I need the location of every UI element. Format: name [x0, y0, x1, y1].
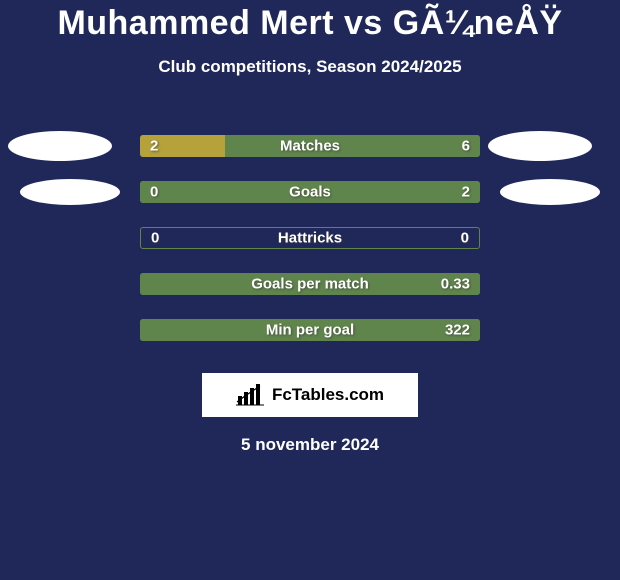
- stat-bar-fill-right: [140, 273, 480, 295]
- page-subtitle: Club competitions, Season 2024/2025: [0, 57, 620, 77]
- stat-row: 0.33Goals per match: [0, 261, 620, 307]
- comparison-chart: 26Matches 02Goals 0 0 Hattricks 0.33Goals per…: [0, 123, 620, 353]
- stat-bar-fill-right: [140, 319, 480, 341]
- stat-bar-fill-right: [225, 135, 480, 157]
- stat-bar: 322Min per goal: [140, 319, 480, 341]
- stat-row: 26Matches: [0, 123, 620, 169]
- stat-bar-fill-right: [140, 181, 480, 203]
- stat-bar: 02Goals: [140, 181, 480, 203]
- comparison-card: Muhammed Mert vs GÃ¼neÅŸ Club competitio…: [0, 0, 620, 580]
- stat-row: 0 0 Hattricks: [0, 215, 620, 261]
- player-ellipse-right: [500, 179, 600, 205]
- stat-row: 322Min per goal: [0, 307, 620, 353]
- player-ellipse-right: [488, 131, 592, 161]
- stat-value-right: 0: [461, 230, 469, 247]
- stat-value-left: 0: [151, 230, 159, 247]
- stat-bar: 26Matches: [140, 135, 480, 157]
- player-ellipse-left: [8, 131, 112, 161]
- stat-row: 02Goals: [0, 169, 620, 215]
- bars-icon: [236, 384, 264, 406]
- stat-bar: 0 0 Hattricks: [140, 227, 480, 249]
- page-title: Muhammed Mert vs GÃ¼neÅŸ: [0, 4, 620, 43]
- stat-bar: 0.33Goals per match: [140, 273, 480, 295]
- brand-label: FcTables.com: [272, 385, 384, 405]
- stat-label: Hattricks: [278, 230, 342, 247]
- brand-box[interactable]: FcTables.com: [202, 373, 418, 417]
- stat-bar-fill-left: [140, 135, 225, 157]
- player-ellipse-left: [20, 179, 120, 205]
- date-label: 5 november 2024: [0, 435, 620, 455]
